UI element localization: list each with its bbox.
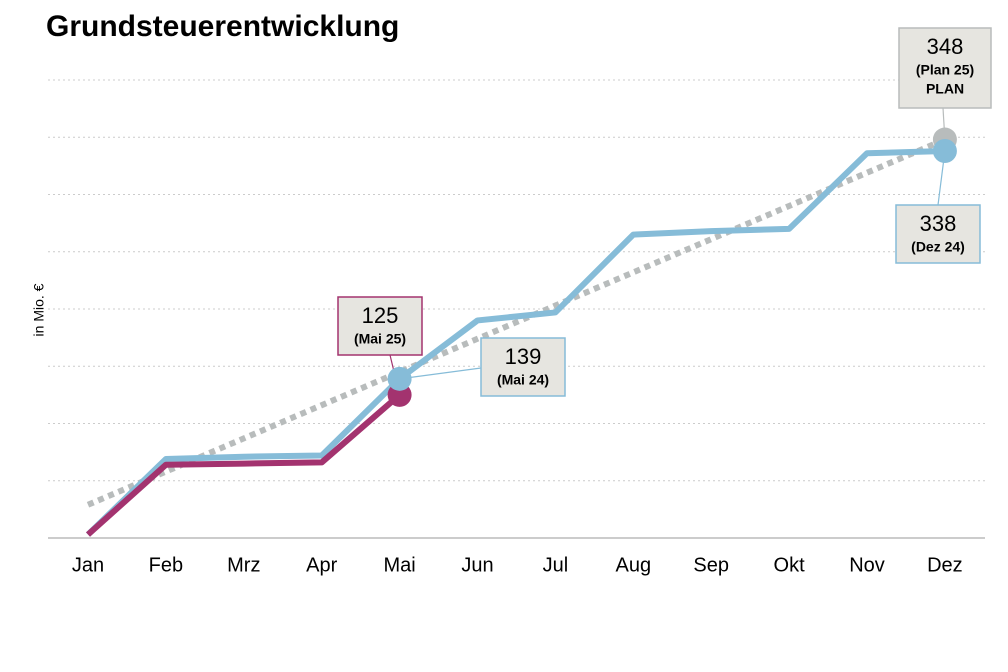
x-tick-label: Jul [543, 554, 569, 576]
x-tick-label: Feb [149, 554, 183, 576]
annotation-extra: PLAN [926, 81, 964, 97]
x-tick-label: Jun [461, 554, 493, 576]
x-tick-label: Apr [306, 554, 337, 576]
line [85, 392, 402, 537]
point-marker [387, 366, 412, 391]
x-tick-label: Mrz [227, 554, 260, 576]
point-marker [932, 138, 957, 163]
chart-title: Grundsteuerentwicklung [46, 10, 399, 43]
annotation-note: (Plan 25) [916, 62, 974, 78]
x-tick-label: Jan [72, 554, 104, 576]
annotation-note: (Dez 24) [911, 239, 965, 255]
x-tick-label: Dez [927, 554, 963, 576]
plan-line [86, 136, 947, 508]
annotation-box [480, 337, 566, 397]
x-tick-label: Sep [693, 554, 729, 576]
annotation-value: 125 [362, 303, 399, 328]
x-tick-label: Mai [383, 554, 415, 576]
annotation-value: 348 [927, 34, 964, 59]
annotation-box [895, 204, 981, 264]
annotation-box [337, 296, 423, 356]
annotation-note: (Mai 25) [354, 331, 406, 347]
line [85, 147, 945, 537]
y-axis-label: in Mio. € [31, 283, 47, 336]
annotation-value: 338 [920, 211, 957, 236]
annotation-note: (Mai 24) [497, 372, 549, 388]
x-tick-label: Aug [616, 554, 652, 576]
x-tick-label: Okt [774, 554, 806, 576]
annotation-value: 139 [505, 344, 542, 369]
x-tick-label: Nov [849, 554, 885, 576]
annotation-box [898, 27, 992, 109]
leader-line [399, 367, 482, 380]
